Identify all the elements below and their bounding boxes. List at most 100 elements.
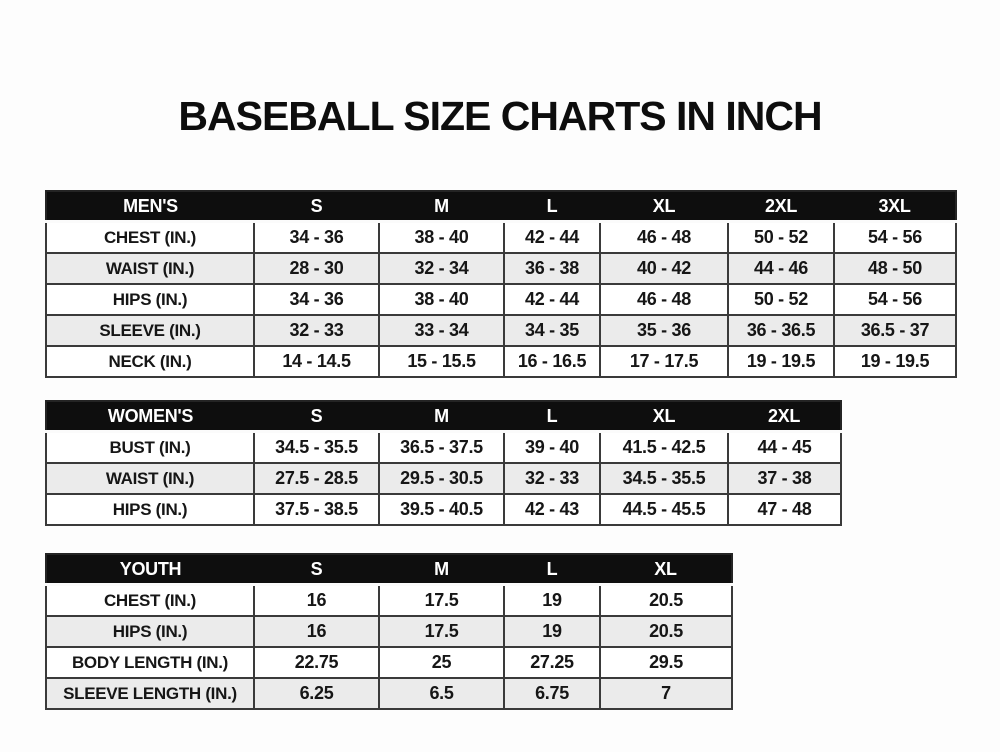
measurement-label-cell: BUST (IN.) [45, 430, 255, 464]
size-value-cell: 29.5 - 30.5 [378, 462, 505, 495]
size-value-cell: 33 - 34 [378, 314, 505, 347]
size-value-cell: 16 - 16.5 [503, 345, 601, 378]
size-value-cell: 36 - 36.5 [727, 314, 835, 347]
size-value-cell: 34 - 36 [253, 283, 380, 316]
mens-size-table: MEN'S S M L XL 2XL 3XL CHEST (IN.) 34 - 36 38 - 4… [45, 190, 957, 378]
table-row: SLEEVE (IN.) 32 - 33 33 - 34 34 - 35 35 - 36… [45, 314, 957, 347]
size-column-header: L [504, 191, 600, 223]
size-value-cell: 17 - 17.5 [599, 345, 729, 378]
size-value-cell: 27.25 [503, 646, 601, 679]
size-value-cell: 37.5 - 38.5 [253, 493, 380, 526]
size-value-cell: 36.5 - 37.5 [378, 430, 505, 464]
measurement-label-cell: WAIST (IN.) [45, 252, 255, 285]
size-value-cell: 50 - 52 [727, 220, 835, 254]
size-value-cell: 41.5 - 42.5 [599, 430, 729, 464]
size-value-cell: 42 - 43 [503, 493, 601, 526]
size-value-cell: 25 [378, 646, 505, 679]
size-column-header: S [254, 554, 379, 586]
size-column-header: 3XL [834, 191, 956, 223]
size-value-cell: 44.5 - 45.5 [599, 493, 729, 526]
size-value-cell: 29.5 [599, 646, 733, 679]
size-value-cell: 6.75 [503, 677, 601, 710]
size-value-cell: 16 [253, 583, 380, 617]
size-value-cell: 39 - 40 [503, 430, 601, 464]
size-value-cell: 32 - 33 [253, 314, 380, 347]
size-value-cell: 16 [253, 615, 380, 648]
table-row: HIPS (IN.) 34 - 36 38 - 40 42 - 44 46 - 48 50… [45, 283, 957, 316]
group-label-cell: WOMEN'S [46, 401, 254, 433]
youth-size-table: YOUTH S M L XL CHEST (IN.) 16 17.5 19 20.5 HIPS (I… [45, 553, 733, 710]
size-value-cell: 34 - 36 [253, 220, 380, 254]
youth-size-table: YOUTH S M L XL CHEST (IN.) 16 17.5 19 20.5 HIPS (I… [45, 553, 733, 710]
header-row: MEN'S S M L XL 2XL 3XL [46, 191, 956, 223]
header-row: WOMEN'S S M L XL 2XL [46, 401, 841, 433]
size-value-cell: 40 - 42 [599, 252, 729, 285]
size-column-header: M [379, 191, 504, 223]
measurement-label-cell: BODY LENGTH (IN.) [45, 646, 255, 679]
size-value-cell: 15 - 15.5 [378, 345, 505, 378]
size-value-cell: 32 - 33 [503, 462, 601, 495]
womens-size-table: WOMEN'S S M L XL 2XL BUST (IN.) 34.5 - 35.5 36.5… [45, 400, 842, 526]
size-value-cell: 36.5 - 37 [833, 314, 957, 347]
measurement-label-cell: HIPS (IN.) [45, 283, 255, 316]
size-value-cell: 6.25 [253, 677, 380, 710]
size-value-cell: 28 - 30 [253, 252, 380, 285]
table-row: CHEST (IN.) 34 - 36 38 - 40 42 - 44 46 - 48 5… [45, 220, 957, 254]
size-value-cell: 17.5 [378, 583, 505, 617]
header-row: YOUTH S M L XL [46, 554, 732, 586]
size-value-cell: 54 - 56 [833, 220, 957, 254]
mens-size-table: MEN'S S M L XL 2XL 3XL CHEST (IN.) 34 - 36 38 - 4… [45, 190, 957, 378]
size-value-cell: 17.5 [378, 615, 505, 648]
size-column-header: 2XL [728, 191, 834, 223]
size-value-cell: 7 [599, 677, 733, 710]
size-column-header: M [379, 401, 504, 433]
size-value-cell: 20.5 [599, 583, 733, 617]
size-value-cell: 20.5 [599, 615, 733, 648]
size-column-header: S [254, 191, 379, 223]
measurement-label-cell: SLEEVE (IN.) [45, 314, 255, 347]
size-value-cell: 42 - 44 [503, 283, 601, 316]
size-value-cell: 46 - 48 [599, 283, 729, 316]
size-column-header: L [504, 401, 600, 433]
table-row: WAIST (IN.) 28 - 30 32 - 34 36 - 38 40 - 42 4… [45, 252, 957, 285]
size-value-cell: 44 - 45 [727, 430, 842, 464]
table-row: BUST (IN.) 34.5 - 35.5 36.5 - 37.5 39 - 40 4… [45, 430, 842, 464]
measurement-label-cell: HIPS (IN.) [45, 615, 255, 648]
size-value-cell: 50 - 52 [727, 283, 835, 316]
table-row: HIPS (IN.) 37.5 - 38.5 39.5 - 40.5 42 - 43 4… [45, 493, 842, 526]
size-value-cell: 48 - 50 [833, 252, 957, 285]
size-value-cell: 34 - 35 [503, 314, 601, 347]
table-row: WAIST (IN.) 27.5 - 28.5 29.5 - 30.5 32 - 33… [45, 462, 842, 495]
measurement-label-cell: CHEST (IN.) [45, 583, 255, 617]
size-value-cell: 32 - 34 [378, 252, 505, 285]
table-row: SLEEVE LENGTH (IN.) 6.25 6.5 6.75 7 [45, 677, 733, 710]
size-value-cell: 36 - 38 [503, 252, 601, 285]
table-row: NECK (IN.) 14 - 14.5 15 - 15.5 16 - 16.5 17 … [45, 345, 957, 378]
size-value-cell: 27.5 - 28.5 [253, 462, 380, 495]
table-row: BODY LENGTH (IN.) 22.75 25 27.25 29.5 [45, 646, 733, 679]
size-value-cell: 6.5 [378, 677, 505, 710]
size-value-cell: 46 - 48 [599, 220, 729, 254]
size-value-cell: 44 - 46 [727, 252, 835, 285]
size-value-cell: 19 - 19.5 [833, 345, 957, 378]
size-value-cell: 54 - 56 [833, 283, 957, 316]
size-value-cell: 47 - 48 [727, 493, 842, 526]
womens-size-table: WOMEN'S S M L XL 2XL BUST (IN.) 34.5 - 35.5 36.5… [45, 400, 842, 526]
size-value-cell: 35 - 36 [599, 314, 729, 347]
page-title: BASEBALL SIZE CHARTS IN INCH [178, 93, 822, 140]
size-column-header: L [504, 554, 600, 586]
size-value-cell: 14 - 14.5 [253, 345, 380, 378]
size-column-header: XL [600, 191, 728, 223]
measurement-label-cell: NECK (IN.) [45, 345, 255, 378]
size-value-cell: 38 - 40 [378, 220, 505, 254]
size-value-cell: 38 - 40 [378, 283, 505, 316]
group-label-cell: YOUTH [46, 554, 254, 586]
size-value-cell: 19 [503, 583, 601, 617]
size-column-header: M [379, 554, 504, 586]
size-column-header: 2XL [728, 401, 841, 433]
size-value-cell: 42 - 44 [503, 220, 601, 254]
measurement-label-cell: WAIST (IN.) [45, 462, 255, 495]
measurement-label-cell: SLEEVE LENGTH (IN.) [45, 677, 255, 710]
size-value-cell: 37 - 38 [727, 462, 842, 495]
